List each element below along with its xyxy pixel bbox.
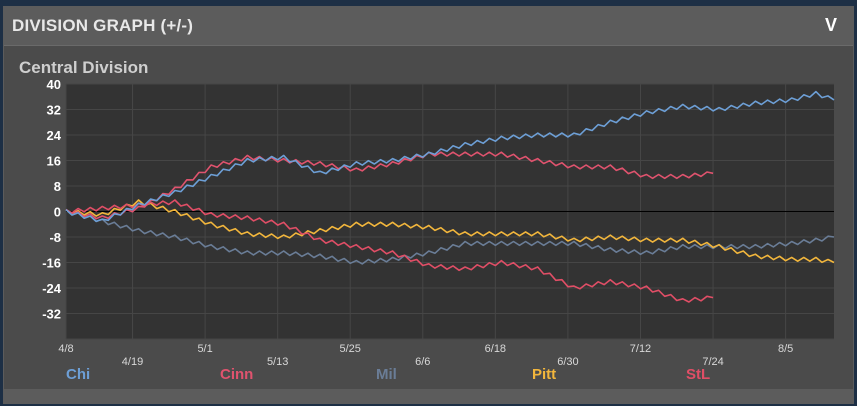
division-line-chart: 40 32 24 16 8 0 -8 -16 -24 -32 4/8 4/19 5/1 5/13 5/25 6…	[42, 77, 835, 368]
series-line-cinn	[65, 151, 714, 220]
chart-area: 40 32 24 16 8 0 -8 -16 -24 -32 4/8 4/19 5/1 5/13 5/25 6…	[4, 77, 853, 372]
x-tick-label: 4/19	[122, 356, 143, 367]
y-tick-label: 8	[54, 179, 61, 194]
panel-footer	[4, 389, 853, 403]
legend-item-pitt[interactable]: Pitt	[532, 366, 557, 383]
chart-title: Central Division	[19, 58, 149, 77]
x-tick-label: 6/6	[415, 356, 430, 367]
series-line-stl	[65, 199, 714, 303]
x-tick-label: 6/18	[485, 343, 506, 355]
x-tick-label: 5/25	[340, 343, 361, 355]
panel-title: DIVISION GRAPH (+/-)	[12, 16, 194, 35]
legend-item-chi[interactable]: Chi	[66, 366, 91, 383]
y-tick-label: 40	[47, 77, 61, 92]
series-line-chi	[65, 90, 835, 223]
y-tick-label: 0	[54, 205, 61, 220]
y-tick-label: 32	[47, 103, 61, 118]
x-tick-label: 7/24	[702, 356, 723, 367]
x-tick-label: 5/13	[267, 356, 288, 367]
legend-item-stl[interactable]: StL	[686, 366, 711, 383]
series-line-mil	[65, 209, 835, 265]
chevron-down-icon[interactable]: V	[824, 15, 837, 35]
legend-item-mil[interactable]: Mil	[376, 366, 397, 383]
x-tick-label: 6/30	[557, 356, 578, 367]
y-tick-label: -32	[42, 307, 61, 322]
series-line-pitt	[65, 199, 835, 264]
panel-header: DIVISION GRAPH (+/-) V	[4, 7, 853, 46]
x-tick-label: 8/5	[778, 343, 793, 355]
chart-legend: Chi Cinn Mil Pitt StL	[4, 364, 853, 384]
y-tick-label: -8	[49, 230, 61, 245]
division-graph-panel: DIVISION GRAPH (+/-) V Central Division …	[3, 6, 854, 404]
y-tick-label: -24	[42, 281, 62, 296]
x-tick-label: 4/8	[58, 343, 73, 355]
y-tick-label: 16	[47, 154, 61, 169]
y-tick-label: -16	[42, 256, 61, 271]
legend-item-cinn[interactable]: Cinn	[220, 366, 254, 383]
x-tick-label: 7/12	[630, 343, 651, 355]
y-tick-label: 24	[47, 128, 62, 143]
x-tick-label: 5/1	[197, 343, 212, 355]
